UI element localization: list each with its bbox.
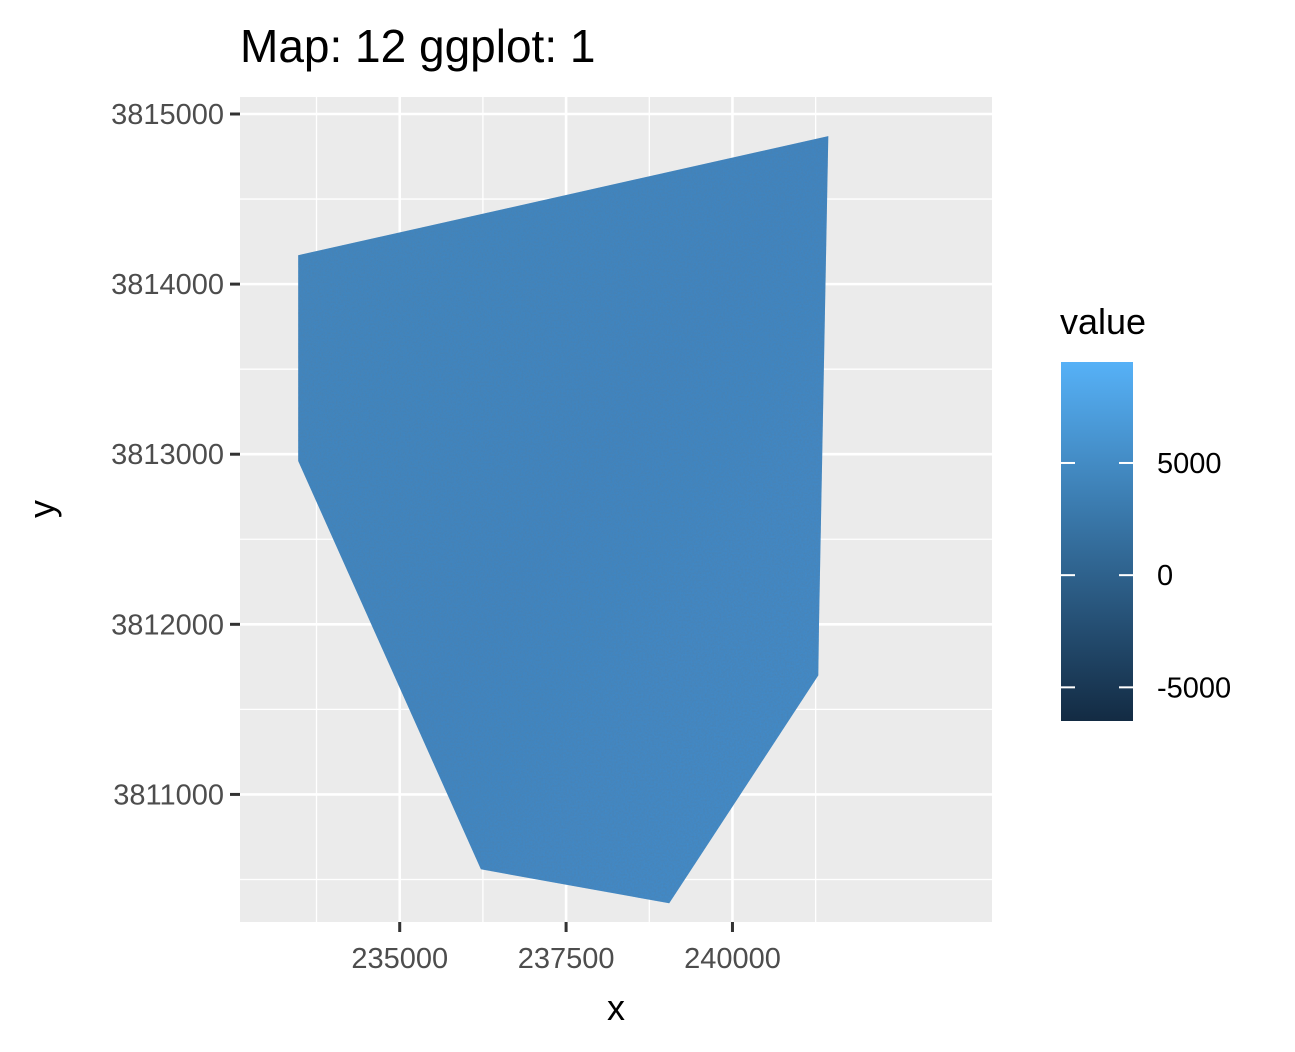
legend-break-label: 0: [1157, 560, 1173, 592]
x-axis: 235000 237500 240000: [351, 922, 781, 975]
legend-title: value: [1060, 301, 1146, 342]
y-tick-label: 3813000: [111, 439, 224, 471]
y-axis-title: y: [21, 500, 62, 518]
map-title: Map: 12 ggplot: 1: [240, 20, 595, 72]
x-tick-label: 237500: [518, 943, 615, 975]
x-tick-label: 235000: [351, 943, 448, 975]
y-axis: 3811000 3812000 3813000 3814000 3815000: [111, 99, 240, 811]
raster-layer: [298, 136, 829, 904]
legend-colorbar: [1061, 362, 1133, 721]
x-axis-title: x: [607, 987, 625, 1028]
legend: value -5000 0 5000: [1060, 301, 1231, 721]
y-tick-label: 3814000: [111, 269, 224, 301]
y-tick-label: 3811000: [113, 779, 224, 811]
y-tick-label: 3815000: [111, 99, 224, 131]
raster-footprint: [298, 136, 829, 904]
legend-break-label: 5000: [1157, 448, 1222, 480]
y-tick-label: 3812000: [111, 609, 224, 641]
legend-break-label: -5000: [1157, 672, 1231, 704]
x-tick-label: 240000: [684, 943, 781, 975]
